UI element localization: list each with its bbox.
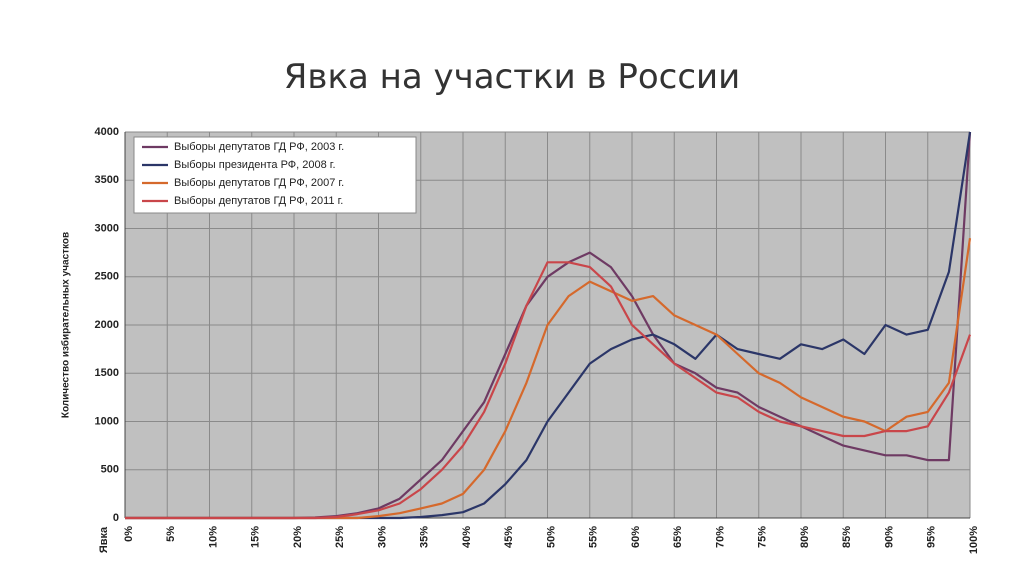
x-tick-label: 40% [461, 526, 473, 548]
y-tick-label: 500 [101, 464, 119, 476]
x-tick-label: 25% [334, 526, 346, 548]
legend: Выборы депутатов ГД РФ, 2003 г. Выборы пр… [133, 136, 417, 214]
y-tick-label: 1500 [95, 367, 119, 379]
y-tick-label: 4000 [95, 126, 119, 138]
y-tick-label: 1000 [95, 415, 119, 427]
legend-box [133, 136, 417, 214]
x-axis-label: Явка [98, 526, 110, 553]
legend-label: Выборы депутатов ГД РФ, 2003 г. [174, 141, 344, 153]
x-tick-label: 100% [968, 526, 980, 554]
y-axis-label: Количество избирательных участков [60, 232, 72, 418]
x-tick-label: 50% [545, 526, 557, 548]
chart-title: Явка на участки в России [284, 57, 740, 97]
x-tick-label: 10% [207, 526, 219, 548]
legend-label: Выборы президента РФ, 2008 г. [174, 159, 336, 171]
x-tick-label: 35% [419, 526, 431, 548]
y-tick-label: 2000 [95, 319, 119, 331]
x-tick-label: 20% [292, 526, 304, 548]
series-line [125, 261, 972, 520]
y-tick-label: 0 [113, 512, 119, 524]
x-tick-label: 0% [123, 526, 135, 542]
x-tick-label: 90% [883, 526, 895, 548]
legend-label: Выборы депутатов ГД РФ, 2007 г. [174, 177, 344, 189]
y-tick-label: 3000 [95, 222, 119, 234]
x-tick-label: 60% [630, 526, 642, 548]
legend-label: Выборы депутатов ГД РФ, 2011 г. [174, 195, 343, 207]
x-tick-label: 75% [757, 526, 769, 548]
x-tick-label: 5% [165, 526, 177, 542]
x-tick-label: 15% [250, 526, 262, 548]
x-tick-label: 55% [588, 526, 600, 548]
y-tick-label: 3500 [95, 174, 119, 186]
x-tick-label: 70% [714, 526, 726, 548]
x-tick-label: 30% [376, 526, 388, 548]
y-tick-label: 2500 [95, 271, 119, 283]
x-tick-label: 80% [799, 526, 811, 548]
x-tick-label: 65% [672, 526, 684, 548]
x-tick-label: 85% [841, 526, 853, 548]
x-tick-label: 45% [503, 526, 515, 548]
x-tick-label: 95% [926, 526, 938, 548]
